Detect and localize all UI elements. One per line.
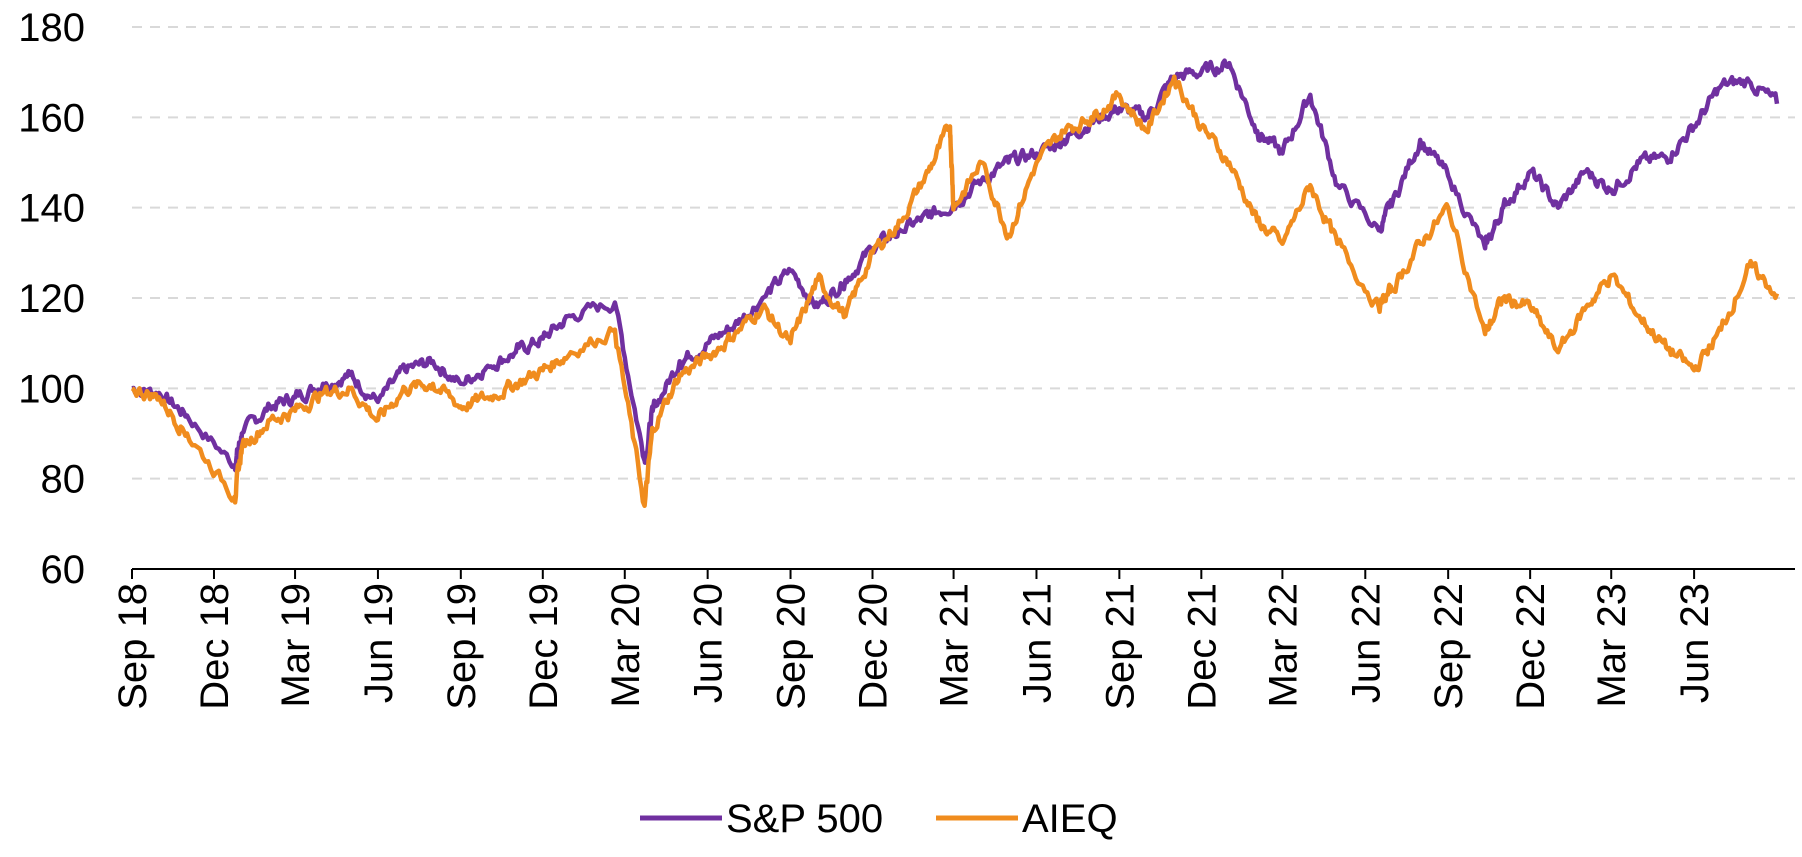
- x-tick-label: Sep 20: [770, 583, 814, 710]
- series-lines: [130, 58, 1780, 509]
- x-tick-label: Jun 22: [1344, 583, 1388, 703]
- y-tick-label: 60: [41, 548, 86, 592]
- y-tick-label: 140: [18, 187, 85, 231]
- x-tick-label: Dec 18: [193, 583, 237, 710]
- y-axis-ticks: 60 80 100 120 140 160 180: [18, 6, 85, 592]
- x-tick-label: Dec 22: [1509, 583, 1553, 710]
- x-axis: Sep 18 Dec 18 Mar 19 Jun 19 Sep 19 Dec 19 Mar …: [111, 568, 1795, 710]
- x-tick-label: Jun 23: [1673, 583, 1717, 703]
- x-tick-label: Mar 20: [604, 583, 648, 708]
- x-tick-label: Mar 21: [933, 583, 977, 708]
- y-tick-label: 100: [18, 367, 85, 411]
- x-tick-label: Sep 22: [1427, 583, 1471, 710]
- x-tick-label: Sep 21: [1098, 583, 1142, 710]
- legend-label-0: S&P 500: [726, 797, 883, 841]
- x-tick-label: Dec 20: [852, 583, 896, 710]
- x-tick-label: Dec 19: [522, 583, 566, 710]
- y-tick-label: 180: [18, 6, 85, 50]
- x-tick-label: Mar 23: [1590, 583, 1634, 708]
- x-tick-label: Mar 19: [274, 583, 318, 708]
- x-tick-label: Sep 18: [111, 583, 155, 710]
- x-tick-label: Dec 21: [1180, 583, 1224, 710]
- legend: S&P 500 AIEQ: [640, 797, 1118, 841]
- x-tick-label: Sep 19: [440, 583, 484, 710]
- x-tick-label: Jun 21: [1015, 583, 1059, 703]
- series-line-1: [130, 74, 1780, 509]
- y-tick-label: 80: [41, 458, 86, 502]
- x-tick-label: Mar 22: [1261, 583, 1305, 708]
- y-tick-label: 160: [18, 96, 85, 140]
- y-tick-label: 120: [18, 277, 85, 321]
- x-tick-label: Jun 20: [687, 583, 731, 703]
- legend-label-1: AIEQ: [1022, 797, 1118, 841]
- x-tick-label: Jun 19: [357, 583, 401, 703]
